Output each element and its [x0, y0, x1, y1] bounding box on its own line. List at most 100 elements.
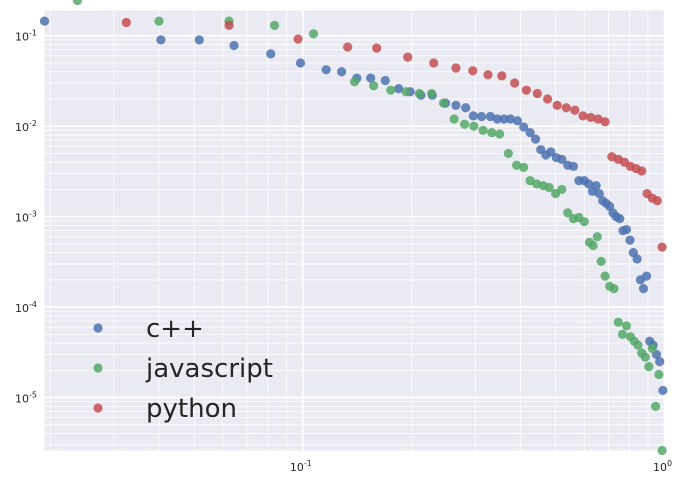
data-point: [269, 20, 280, 31]
data-point: [592, 232, 602, 242]
data-point: [512, 116, 523, 126]
data-point: [321, 65, 331, 75]
data-point: [461, 103, 471, 113]
data-point: [570, 105, 580, 115]
data-point: [578, 111, 588, 121]
data-point: [72, 0, 83, 6]
tick-labels: 10-1 100 10-1 10-2 10-3 10-4 10-5: [15, 29, 672, 474]
data-points: [39, 0, 668, 456]
legend-item: python: [93, 394, 237, 424]
data-point: [557, 184, 567, 195]
data-point: [557, 154, 567, 164]
data-point: [372, 43, 382, 53]
data-point: [593, 114, 603, 124]
data-point: [600, 271, 610, 281]
data-point: [542, 94, 553, 104]
data-point: [451, 63, 461, 73]
data-point: [657, 445, 667, 456]
data-point: [394, 84, 404, 94]
data-point: [657, 242, 667, 252]
data-point: [468, 111, 478, 121]
legend-marker: [93, 403, 103, 413]
data-point: [401, 87, 411, 97]
data-point: [584, 179, 594, 189]
data-point: [633, 340, 643, 350]
data-point: [638, 284, 649, 294]
data-point: [519, 162, 529, 173]
data-point: [343, 42, 353, 52]
data-point: [640, 352, 650, 362]
data-point: [154, 16, 164, 26]
data-point: [459, 119, 470, 129]
data-point: [609, 284, 619, 294]
data-point: [621, 224, 632, 235]
data-point: [439, 98, 449, 108]
legend: c++ javascript python: [93, 314, 273, 424]
data-point: [469, 121, 479, 131]
data-point: [615, 214, 625, 224]
data-point: [495, 129, 505, 139]
data-point: [654, 369, 664, 380]
y-tick-label: 10-2: [15, 119, 37, 134]
data-point: [478, 125, 488, 135]
data-point: [655, 356, 665, 367]
data-point: [596, 256, 606, 267]
data-point: [308, 29, 319, 39]
data-point: [588, 240, 598, 251]
data-point: [552, 100, 562, 110]
legend-label: javascript: [145, 354, 273, 384]
data-point: [497, 71, 507, 81]
data-point: [224, 20, 234, 31]
data-point: [485, 111, 495, 122]
data-point: [403, 52, 413, 62]
data-point: [487, 127, 497, 138]
data-point: [503, 148, 513, 159]
y-tick-label: 10-1: [15, 29, 37, 44]
data-point: [530, 134, 541, 144]
data-point: [568, 161, 579, 171]
y-tick-label: 10-5: [15, 391, 37, 406]
data-point: [121, 17, 131, 28]
data-point: [525, 127, 535, 138]
data-point: [651, 401, 661, 411]
data-point: [476, 111, 487, 122]
major-gridlines: [44, 10, 666, 451]
data-point: [229, 40, 239, 51]
legend-item: c++: [93, 314, 204, 344]
legend-label: python: [146, 394, 237, 424]
data-point: [637, 166, 647, 176]
data-point: [544, 182, 554, 193]
data-point: [295, 58, 306, 68]
data-point: [386, 85, 396, 95]
data-point: [414, 88, 424, 99]
data-point: [625, 235, 635, 245]
data-point: [632, 254, 642, 264]
series-python: [121, 17, 667, 252]
data-point: [561, 103, 571, 113]
data-point: [349, 77, 360, 87]
data-point: [600, 117, 610, 127]
data-point: [594, 188, 604, 199]
minor-gridlines: [44, 10, 665, 451]
data-point: [563, 208, 573, 218]
data-point: [266, 49, 276, 59]
data-point: [652, 196, 662, 206]
legend-label: c++: [146, 314, 204, 344]
data-point: [427, 88, 437, 99]
legend-marker: [93, 363, 103, 373]
data-point: [591, 181, 601, 191]
data-point: [194, 35, 204, 45]
data-point: [519, 122, 529, 132]
data-point: [621, 321, 632, 331]
data-point: [521, 85, 531, 95]
data-point: [579, 217, 589, 227]
data-point: [39, 16, 50, 26]
data-point: [647, 343, 657, 353]
y-tick-label: 10-4: [15, 300, 37, 315]
series-javascript: [72, 0, 667, 456]
y-tick-label: 10-3: [15, 210, 37, 225]
data-point: [429, 58, 439, 68]
data-point: [369, 81, 379, 91]
data-point: [641, 271, 652, 281]
